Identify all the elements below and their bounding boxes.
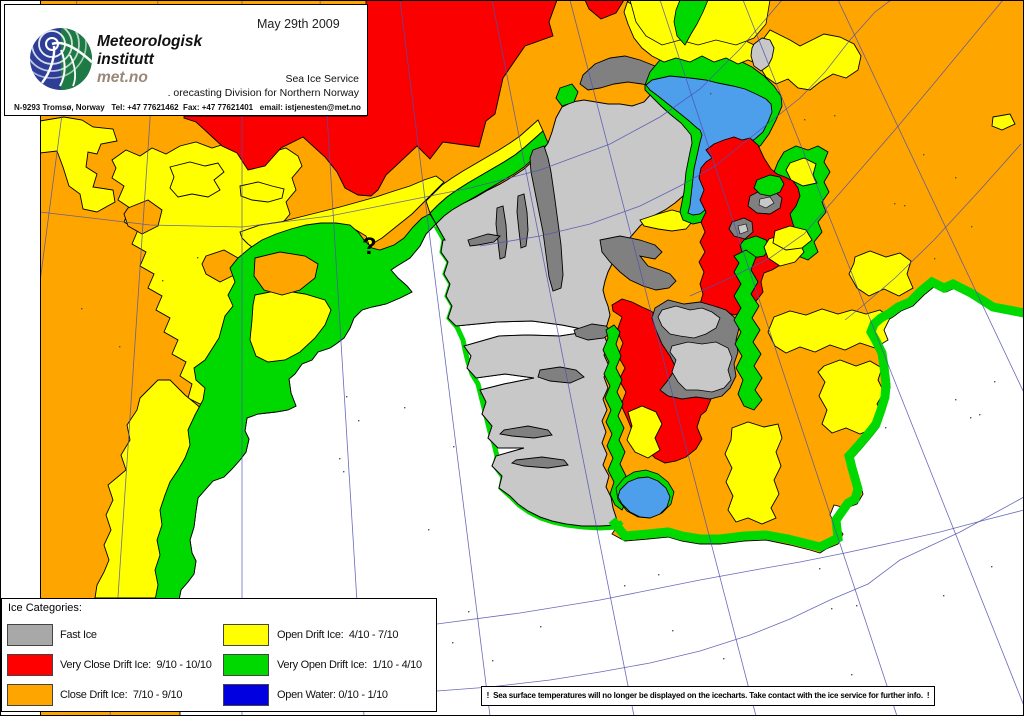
svg-text:?: ? (362, 233, 377, 260)
